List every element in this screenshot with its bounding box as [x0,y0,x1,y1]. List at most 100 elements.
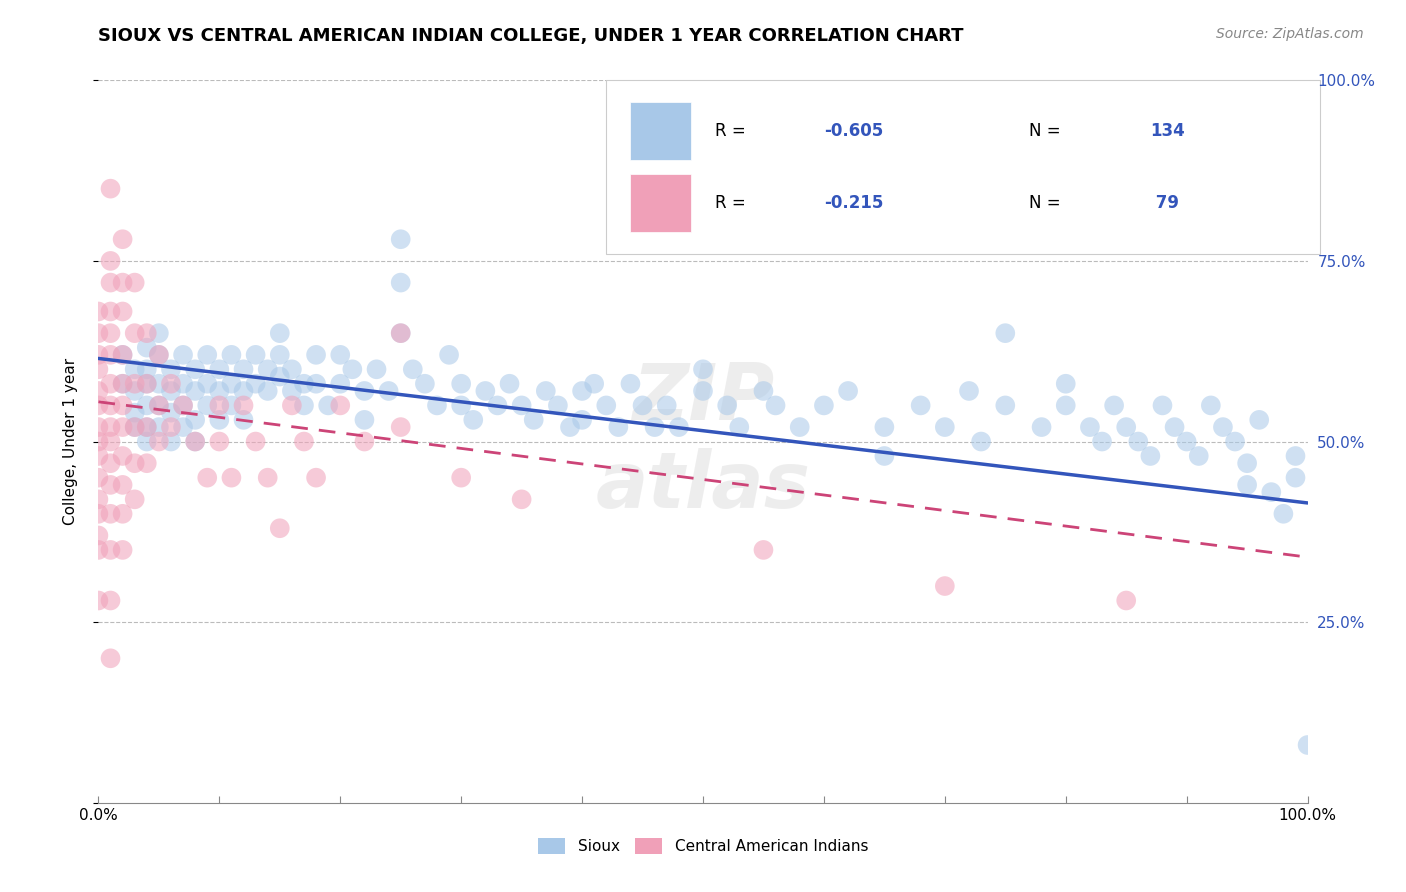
Point [377,384,399,398]
Point [269,369,291,384]
Point [124,326,146,340]
Point [135,420,157,434]
FancyBboxPatch shape [630,102,690,160]
Point [583,376,606,391]
Point [100,542,122,557]
Point [668,420,690,434]
Point [100,276,122,290]
Point [366,362,388,376]
Point [135,420,157,434]
Point [208,434,231,449]
Point [184,434,207,449]
Point [595,398,617,412]
Point [256,384,278,398]
Point [172,376,194,391]
Point [135,376,157,391]
Point [100,376,122,391]
Point [221,398,243,412]
Point [148,326,170,340]
Point [100,434,122,449]
Point [1152,398,1174,412]
Point [752,542,775,557]
Point [148,434,170,449]
Point [1284,449,1306,463]
Point [111,420,134,434]
Point [148,398,170,412]
Point [184,434,207,449]
Point [426,398,449,412]
Point [607,420,630,434]
Point [256,362,278,376]
Point [208,413,231,427]
Point [87,528,110,542]
Point [934,579,956,593]
Point [135,326,157,340]
Point [221,376,243,391]
Point [100,348,122,362]
Point [87,398,110,412]
Point [631,398,654,412]
Point [292,398,315,412]
Point [789,420,811,434]
Point [148,348,170,362]
Point [111,542,134,557]
Point [1163,420,1185,434]
Y-axis label: College, Under 1 year: College, Under 1 year [63,358,77,525]
Point [135,398,157,412]
Text: SIOUX VS CENTRAL AMERICAN INDIAN COLLEGE, UNDER 1 YEAR CORRELATION CHART: SIOUX VS CENTRAL AMERICAN INDIAN COLLEGE… [98,27,965,45]
Point [463,413,485,427]
Point [221,348,243,362]
Point [184,413,207,427]
Legend: Sioux, Central American Indians: Sioux, Central American Indians [531,832,875,860]
Point [100,182,122,196]
Point [1199,398,1222,412]
Point [124,420,146,434]
Point [232,362,254,376]
FancyBboxPatch shape [630,174,690,232]
Point [135,376,157,391]
Point [160,362,183,376]
Point [534,384,557,398]
Point [389,232,412,246]
Point [100,326,122,340]
Point [100,456,122,470]
Point [655,398,678,412]
Point [450,376,472,391]
Point [124,384,146,398]
Point [87,304,110,318]
Point [450,398,472,412]
Point [353,434,375,449]
Point [765,398,787,412]
Point [353,413,375,427]
Point [269,326,291,340]
Point [172,420,194,434]
Point [1296,738,1319,752]
Point [111,348,134,362]
Point [547,398,569,412]
Point [135,434,157,449]
Point [87,348,110,362]
Point [329,398,352,412]
Point [1128,434,1150,449]
Point [1115,593,1137,607]
Text: R =: R = [716,122,751,140]
Point [111,232,134,246]
Point [329,376,352,391]
Point [389,326,412,340]
Point [100,398,122,412]
Point [124,420,146,434]
Point [934,420,956,434]
Point [571,413,593,427]
Point [1115,420,1137,434]
Point [523,413,546,427]
Point [195,398,218,412]
Point [245,434,267,449]
Point [232,398,254,412]
Point [970,434,993,449]
Point [316,398,339,412]
Point [100,651,122,665]
Point [1188,449,1211,463]
Point [692,362,714,376]
Point [1091,434,1114,449]
Point [135,362,157,376]
